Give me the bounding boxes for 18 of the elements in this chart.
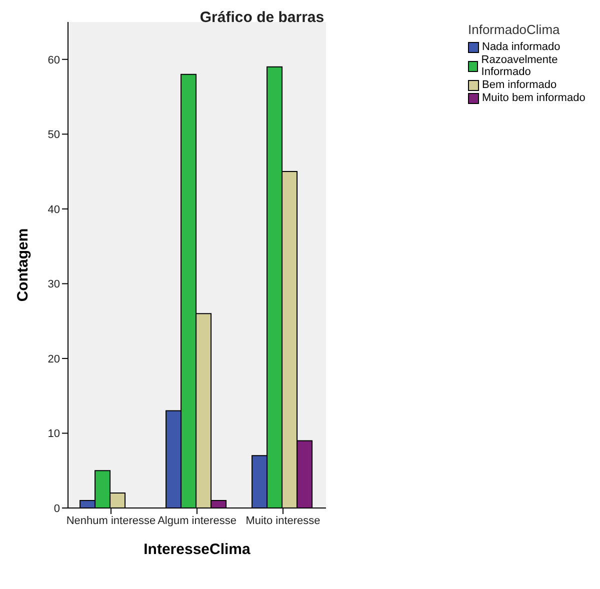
legend-label: Muito bem informado [482, 92, 586, 104]
y-tick-label: 0 [54, 502, 60, 515]
y-tick-label: 30 [48, 278, 60, 291]
legend-title: InformadoClima [468, 22, 561, 37]
x-tick-label: Algum interesse [158, 514, 236, 527]
y-tick-label: 60 [48, 54, 60, 66]
x-tick-label: Nenhum interesse [66, 514, 156, 527]
x-axis-title: InteresseClima [144, 541, 252, 558]
y-tick-label: 40 [48, 204, 60, 216]
chart-title: Gráfico de barras [200, 9, 324, 26]
x-tick-label: Muito interesse [246, 514, 320, 527]
y-axis-title: Contagem [14, 228, 32, 302]
y-tick-label: 10 [48, 428, 60, 440]
legend-label: Nada informado [482, 41, 560, 53]
legend-label: Razoavelmente Informado [481, 54, 559, 78]
legend-label: Bem informado [482, 79, 557, 91]
y-tick-label: 20 [48, 353, 60, 366]
y-tick-label: 50 [48, 129, 60, 142]
